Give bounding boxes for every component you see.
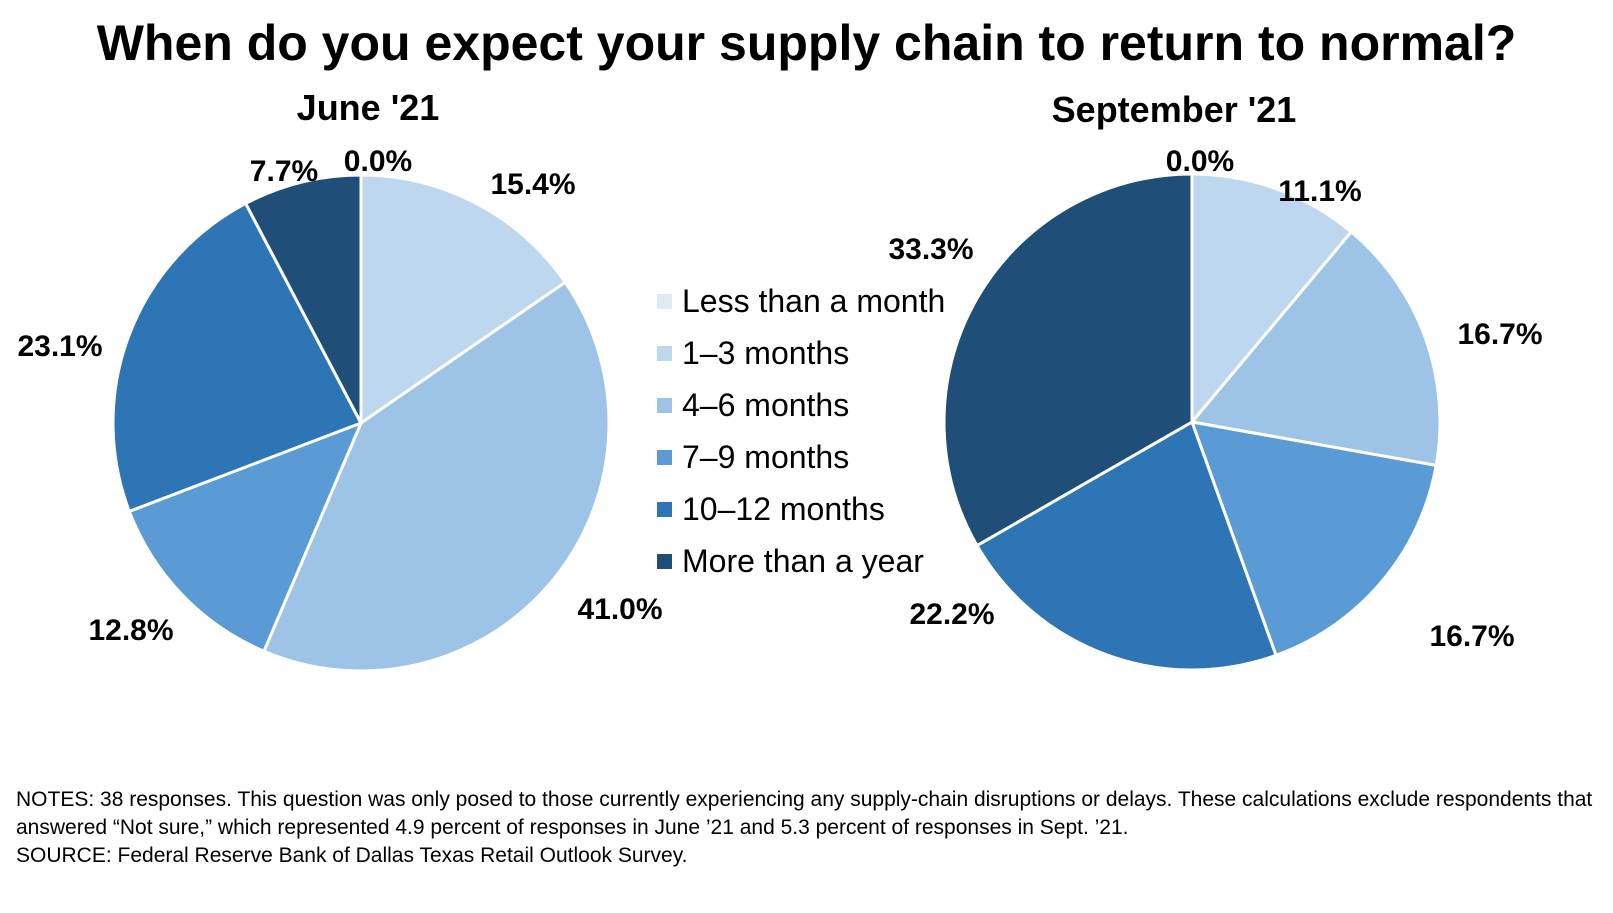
pie-slice xyxy=(262,280,611,673)
legend-item: 10–12 months xyxy=(657,483,945,535)
legend-item: Less than a month xyxy=(657,275,945,327)
slice-label: 11.1% xyxy=(1278,175,1361,208)
pie-slice xyxy=(244,173,363,425)
slice-label: 16.7% xyxy=(1457,318,1542,351)
legend-label: 10–12 months xyxy=(682,490,885,527)
legend-swatch xyxy=(657,501,672,517)
chart-title: When do you expect your supply chain to … xyxy=(96,15,1517,71)
slice-label: 0.0% xyxy=(1166,145,1234,178)
legend-swatch xyxy=(657,553,672,569)
pie-slice xyxy=(111,201,363,513)
chart-notes: NOTES: 38 responses. This question was o… xyxy=(16,786,1596,870)
legend-item: 1–3 months xyxy=(657,327,945,379)
pie-slice xyxy=(975,420,1278,672)
pie-slice xyxy=(359,173,567,425)
pie-title: June '21 xyxy=(297,87,440,128)
legend-label: 7–9 months xyxy=(682,438,850,475)
slice-label: 22.2% xyxy=(909,598,994,631)
source-text: SOURCE: Federal Reserve Bank of Dallas T… xyxy=(16,844,688,867)
legend-label: More than a year xyxy=(682,542,924,579)
legend: Less than a month 1–3 months 4–6 months … xyxy=(657,275,945,587)
pie-title: September '21 xyxy=(1052,89,1297,130)
slice-label: 41.0% xyxy=(577,593,662,626)
slice-label: 23.1% xyxy=(17,330,102,363)
legend-label: 4–6 months xyxy=(682,386,850,423)
slice-label: 15.4% xyxy=(490,168,575,201)
slice-label: 12.8% xyxy=(88,614,173,647)
pie-slice xyxy=(1190,230,1442,467)
slice-label: 33.3% xyxy=(888,233,973,266)
legend-item: 7–9 months xyxy=(657,431,945,483)
notes-text: NOTES: 38 responses. This question was o… xyxy=(16,788,1593,839)
legend-swatch xyxy=(657,345,672,361)
pie-slice xyxy=(1190,420,1438,657)
legend-swatch xyxy=(657,449,672,465)
legend-label: Less than a month xyxy=(682,282,946,319)
pie-slice xyxy=(127,421,363,653)
legend-item: 4–6 months xyxy=(657,379,945,431)
legend-item: More than a year xyxy=(657,535,945,587)
legend-swatch xyxy=(657,293,672,309)
slice-label: 0.0% xyxy=(344,145,412,178)
slice-label: 16.7% xyxy=(1429,620,1514,653)
legend-swatch xyxy=(657,397,672,413)
legend-label: 1–3 months xyxy=(682,334,850,371)
pie-slice xyxy=(942,172,1194,548)
slice-label: 7.7% xyxy=(250,155,318,188)
pie-slice xyxy=(1190,172,1353,424)
